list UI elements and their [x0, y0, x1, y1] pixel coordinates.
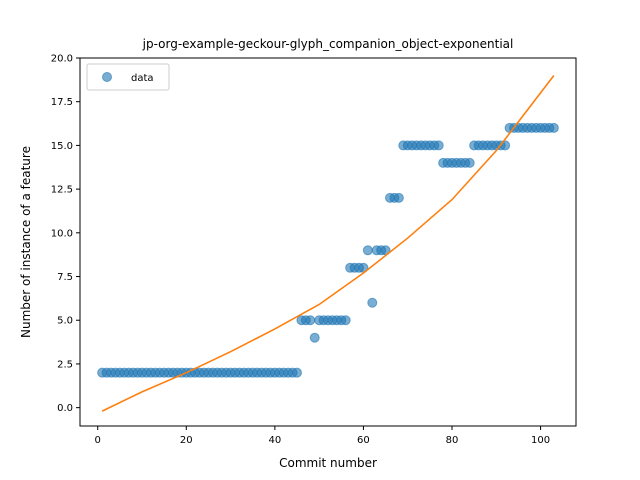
y-axis-label: Number of instance of a feature — [19, 146, 33, 338]
x-tick-label: 60 — [357, 435, 370, 446]
x-tick-label: 80 — [446, 435, 459, 446]
legend-marker — [102, 72, 112, 82]
fit-line — [101, 74, 555, 412]
x-axis: 0 20 40 60 80 100 — [95, 426, 550, 446]
x-tick-label: 100 — [531, 435, 550, 446]
y-tick-label: 0.0 — [57, 403, 73, 414]
x-tick-label: 40 — [268, 435, 281, 446]
y-tick-label: 12.5 — [51, 185, 73, 196]
chart-title: jp-org-example-geckour-glyph_companion_o… — [142, 37, 514, 51]
y-tick-label: 7.5 — [57, 272, 73, 283]
data-point — [340, 315, 351, 326]
legend: data — [86, 63, 170, 91]
y-tick-label: 10.0 — [51, 228, 73, 239]
data-point — [292, 367, 302, 378]
y-tick-label: 17.5 — [51, 97, 73, 108]
y-tick-label: 5.0 — [57, 316, 73, 327]
legend-entry-data: data — [131, 73, 154, 84]
data-point — [433, 140, 444, 151]
data-point — [548, 122, 559, 133]
data-point — [305, 315, 316, 326]
data-point — [309, 332, 320, 343]
data-point — [464, 157, 475, 168]
legend-box — [86, 63, 170, 91]
y-tick-label: 15.0 — [51, 141, 73, 152]
x-axis-label: Commit number — [279, 456, 377, 470]
data-point — [393, 192, 404, 203]
data-point — [367, 297, 378, 308]
x-tick-label: 20 — [180, 435, 193, 446]
plot-area — [97, 74, 559, 412]
data-point — [362, 245, 373, 256]
x-tick-label: 0 — [95, 435, 101, 446]
y-axis: 0.0 2.5 5.0 7.5 10.0 12.5 15.0 17.5 20.0 — [51, 54, 80, 414]
y-tick-label: 20.0 — [51, 54, 73, 65]
y-tick-label: 2.5 — [57, 359, 73, 370]
plot-frame — [79, 57, 577, 427]
